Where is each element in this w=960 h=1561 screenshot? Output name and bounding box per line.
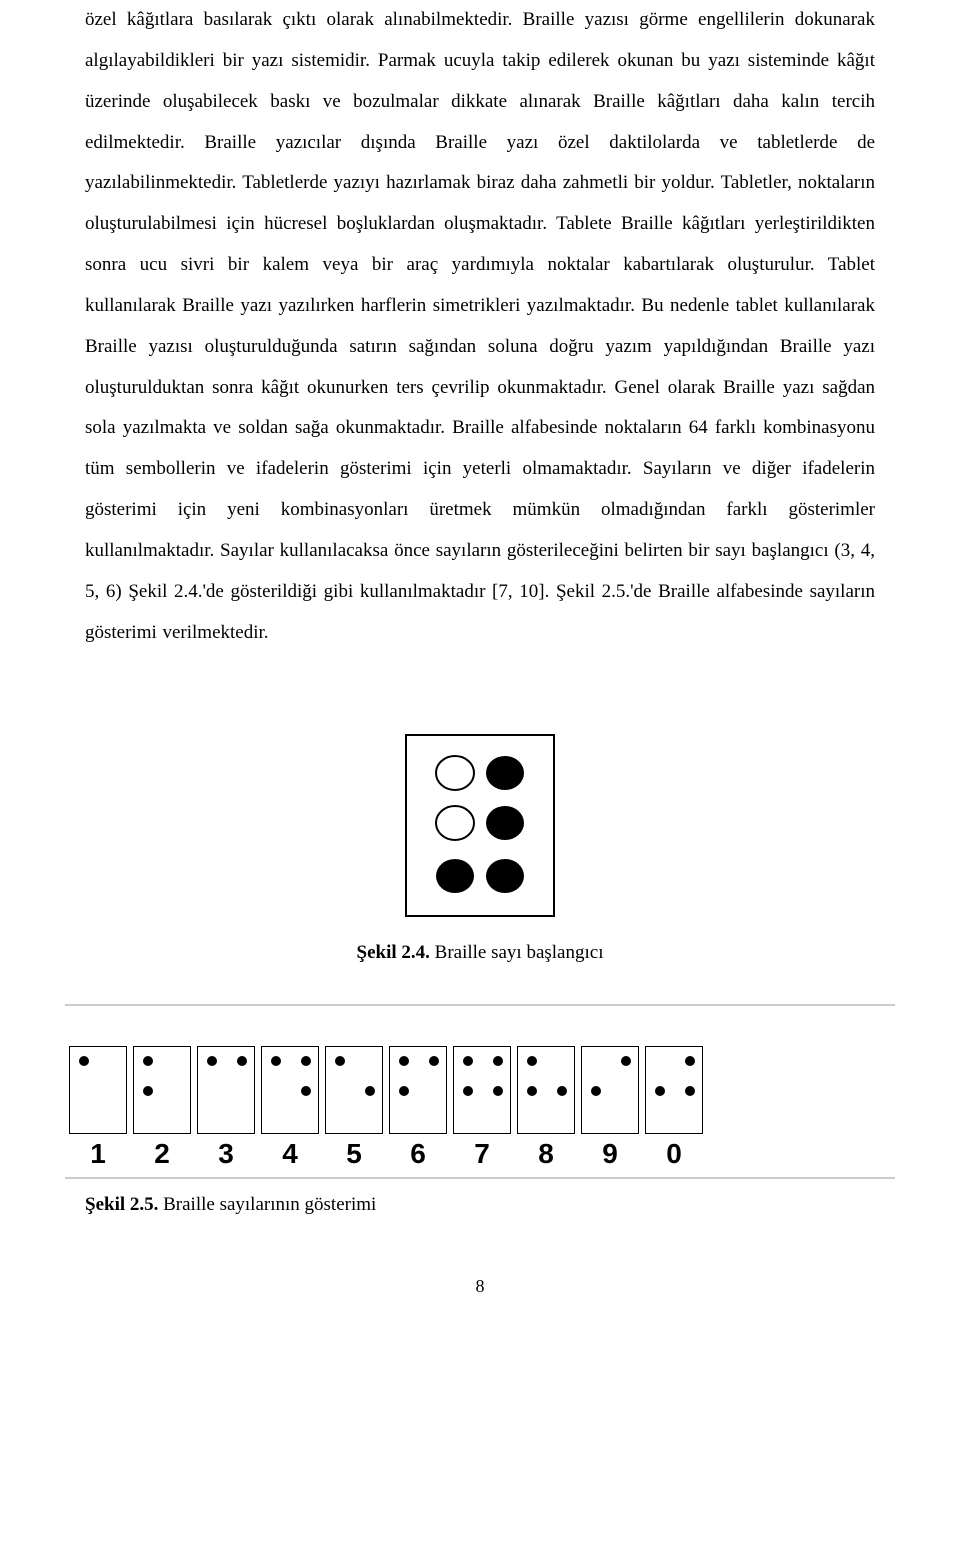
braille-number-label: 9 <box>602 1138 618 1170</box>
braille-number-sign-cell <box>405 734 555 917</box>
braille-number-box <box>453 1046 511 1134</box>
braille-number-box <box>517 1046 575 1134</box>
figure-2-5: 1 2 3 4 5 6 7 8 9 0 <box>65 1004 895 1179</box>
braille-dot <box>685 1056 695 1066</box>
braille-dot <box>557 1086 567 1096</box>
braille-number-2: 2 <box>133 1046 191 1170</box>
braille-number-box <box>325 1046 383 1134</box>
braille-number-1: 1 <box>69 1046 127 1170</box>
braille-cell-svg <box>425 748 535 903</box>
braille-dot <box>365 1086 375 1096</box>
figure-2-4-caption-text: Braille sayı başlangıcı <box>430 942 604 963</box>
braille-dot <box>399 1056 409 1066</box>
braille-number-0: 0 <box>645 1046 703 1170</box>
braille-dot <box>301 1056 311 1066</box>
braille-dot <box>685 1086 695 1096</box>
braille-number-3: 3 <box>197 1046 255 1170</box>
braille-number-label: 0 <box>666 1138 682 1170</box>
braille-dot <box>463 1056 473 1066</box>
figure-2-4 <box>85 734 875 922</box>
braille-number-label: 4 <box>282 1138 298 1170</box>
braille-number-6: 6 <box>389 1046 447 1170</box>
braille-dot <box>621 1056 631 1066</box>
braille-dot <box>527 1056 537 1066</box>
figure-2-4-caption-label: Şekil 2.4. <box>357 942 430 963</box>
braille-dot <box>271 1056 281 1066</box>
braille-number-label: 6 <box>410 1138 426 1170</box>
braille-number-7: 7 <box>453 1046 511 1170</box>
braille-dot <box>493 1056 503 1066</box>
braille-number-label: 1 <box>90 1138 106 1170</box>
braille-number-label: 2 <box>154 1138 170 1170</box>
braille-number-box <box>261 1046 319 1134</box>
braille-dot <box>429 1056 439 1066</box>
braille-number-box <box>581 1046 639 1134</box>
braille-dot <box>143 1056 153 1066</box>
braille-dot <box>301 1086 311 1096</box>
page-number: 8 <box>85 1276 875 1327</box>
braille-number-box <box>645 1046 703 1134</box>
body-paragraph: özel kâğıtlara basılarak çıktı olarak al… <box>85 0 875 654</box>
braille-dot <box>143 1086 153 1096</box>
braille-number-label: 8 <box>538 1138 554 1170</box>
braille-dot <box>79 1056 89 1066</box>
braille-number-box <box>133 1046 191 1134</box>
braille-dot <box>207 1056 217 1066</box>
braille-dot <box>399 1086 409 1096</box>
braille-dot <box>463 1086 473 1096</box>
braille-dot <box>335 1056 345 1066</box>
braille-number-row: 1 2 3 4 5 6 7 8 9 0 <box>69 1046 891 1170</box>
braille-number-box <box>69 1046 127 1134</box>
braille-dot <box>591 1086 601 1096</box>
braille-dot <box>527 1086 537 1096</box>
braille-dot <box>237 1056 247 1066</box>
figure-2-5-caption-text: Braille sayılarının gösterimi <box>158 1194 376 1215</box>
braille-number-box <box>197 1046 255 1134</box>
braille-number-label: 7 <box>474 1138 490 1170</box>
braille-number-box <box>389 1046 447 1134</box>
braille-number-8: 8 <box>517 1046 575 1170</box>
braille-number-9: 9 <box>581 1046 639 1170</box>
braille-number-4: 4 <box>261 1046 319 1170</box>
braille-dot <box>655 1086 665 1096</box>
braille-dot <box>493 1086 503 1096</box>
braille-number-label: 5 <box>346 1138 362 1170</box>
braille-number-5: 5 <box>325 1046 383 1170</box>
figure-2-4-caption: Şekil 2.4. Braille sayı başlangıcı <box>85 942 875 964</box>
figure-2-5-caption-label: Şekil 2.5. <box>85 1194 158 1215</box>
braille-number-label: 3 <box>218 1138 234 1170</box>
figure-2-5-caption: Şekil 2.5. Braille sayılarının gösterimi <box>85 1194 875 1216</box>
